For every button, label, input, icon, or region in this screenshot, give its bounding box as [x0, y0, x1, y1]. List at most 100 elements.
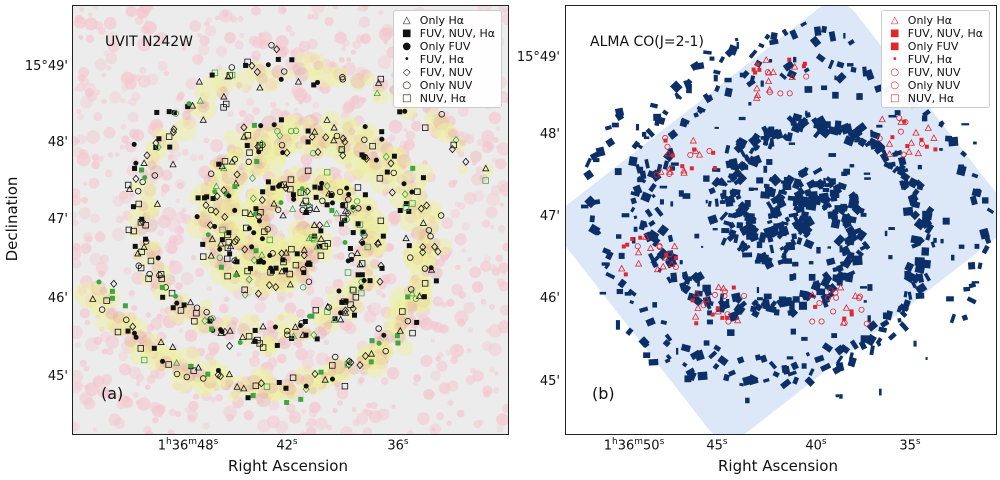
- co-clump: [665, 353, 672, 361]
- emission-blob: [485, 206, 498, 219]
- co-clump: [697, 107, 704, 115]
- source-marker: [233, 170, 241, 179]
- source-marker: [306, 204, 313, 211]
- co-clump: [963, 286, 971, 292]
- source-marker: [244, 142, 250, 148]
- source-marker: [305, 139, 311, 145]
- source-marker: [409, 189, 415, 195]
- co-clump: [760, 253, 767, 260]
- emission-blob: [144, 430, 154, 434]
- source-marker: [215, 367, 221, 373]
- co-clump: [762, 136, 770, 147]
- emission-blob: [137, 397, 151, 411]
- emission-blob: [431, 427, 436, 432]
- co-fragment: [887, 165, 891, 169]
- source-marker: [129, 322, 137, 331]
- source-marker: [314, 336, 320, 342]
- source-marker: [404, 317, 412, 325]
- arm-knot: [146, 160, 157, 171]
- co-fragment: [756, 287, 760, 294]
- co-clump: [899, 303, 910, 312]
- co-clump: [821, 202, 830, 211]
- source-marker: [907, 138, 916, 146]
- emission-blob: [80, 95, 94, 109]
- arm-knot: [350, 73, 366, 89]
- source-marker: [419, 248, 427, 257]
- emission-blob: [83, 366, 90, 372]
- co-clump: [719, 211, 729, 221]
- co-clump: [852, 131, 862, 141]
- co-clump: [667, 234, 674, 243]
- source-marker: [317, 252, 325, 259]
- source-marker: [659, 262, 667, 270]
- source-marker: [368, 359, 374, 365]
- source-marker: [801, 64, 806, 69]
- co-clump: [778, 189, 788, 196]
- emission-blob: [270, 101, 277, 109]
- co-clump: [813, 129, 822, 139]
- legend-marker-icon: ■: [890, 27, 900, 39]
- arm-knot: [301, 172, 311, 182]
- co-clump: [797, 227, 806, 236]
- emission-blob: [135, 374, 145, 383]
- emission-blob: [150, 317, 163, 331]
- co-clump: [850, 66, 857, 73]
- source-marker: [856, 295, 863, 302]
- emission-blob: [366, 304, 372, 310]
- emission-blob: [350, 49, 357, 55]
- source-marker: [428, 265, 434, 271]
- emission-blob: [266, 415, 280, 429]
- source-marker: [133, 160, 139, 166]
- co-clump: [923, 272, 931, 282]
- co-clump: [790, 361, 799, 371]
- source-marker: [666, 164, 674, 172]
- emission-blob: [181, 46, 187, 51]
- co-clump: [723, 195, 734, 205]
- emission-blob: [84, 235, 93, 243]
- co-fragment: [827, 246, 832, 249]
- source-marker: [245, 395, 251, 401]
- source-marker: [351, 312, 357, 318]
- source-marker: [142, 175, 148, 181]
- emission-blob: [489, 367, 495, 373]
- source-marker: [310, 330, 318, 340]
- emission-blob: [74, 342, 81, 349]
- co-fragment: [789, 274, 794, 281]
- emission-blob: [119, 144, 125, 150]
- source-marker: [219, 226, 226, 234]
- source-marker: [692, 147, 697, 152]
- source-marker: [842, 316, 847, 321]
- panel-a-ytick: 45': [47, 369, 68, 384]
- arm-knot: [105, 307, 118, 320]
- source-marker: [237, 339, 243, 345]
- emission-blob: [420, 355, 433, 368]
- source-marker: [238, 333, 247, 341]
- source-marker: [287, 127, 295, 135]
- legend-entry: ■ FUV, NUV, Hα: [888, 27, 983, 40]
- emission-blob: [305, 286, 315, 296]
- co-clump: [652, 237, 661, 248]
- co-clump: [707, 200, 712, 207]
- emission-blob: [443, 111, 450, 117]
- co-clump: [904, 261, 915, 273]
- emission-blob: [308, 408, 318, 418]
- co-clump: [662, 109, 669, 116]
- emission-blob: [175, 282, 183, 290]
- source-marker: [130, 204, 136, 210]
- source-marker: [270, 199, 278, 207]
- co-fragment: [604, 262, 610, 266]
- emission-blob: [216, 64, 223, 71]
- co-clump: [842, 212, 855, 226]
- emission-blob: [491, 267, 501, 276]
- emission-blob: [215, 15, 220, 21]
- legend-label: Only NUV: [419, 79, 473, 92]
- co-clump: [817, 183, 824, 190]
- co-clump: [647, 170, 657, 179]
- co-clump: [892, 165, 900, 174]
- arm-knot: [209, 248, 217, 257]
- co-clump: [614, 107, 625, 117]
- panel-a-xlabel: Right Ascension: [228, 457, 348, 475]
- co-fragment: [942, 217, 950, 225]
- co-clump: [787, 241, 795, 250]
- co-fragment: [894, 150, 898, 157]
